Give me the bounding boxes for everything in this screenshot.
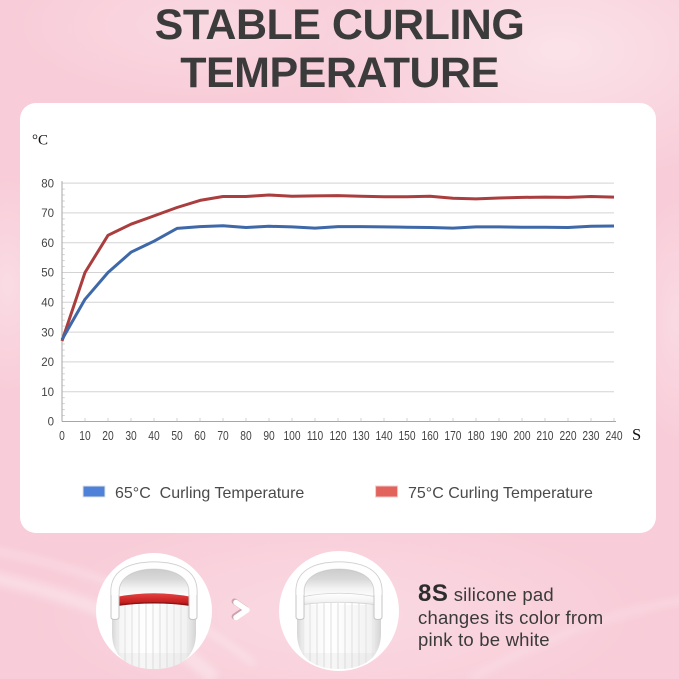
svg-text:150: 150 — [398, 430, 415, 443]
svg-text:130: 130 — [352, 430, 369, 443]
svg-text:220: 220 — [559, 430, 576, 443]
svg-text:170: 170 — [444, 430, 461, 443]
svg-text:160: 160 — [421, 430, 438, 443]
svg-text:200: 200 — [513, 430, 530, 443]
svg-text:80: 80 — [240, 430, 251, 443]
svg-text:80: 80 — [41, 178, 54, 190]
svg-text:20: 20 — [102, 430, 113, 443]
svg-text:240: 240 — [605, 430, 622, 443]
svg-text:30: 30 — [125, 430, 136, 443]
svg-text:120: 120 — [329, 430, 346, 443]
svg-text:10: 10 — [41, 387, 54, 399]
svg-text:50: 50 — [171, 430, 182, 443]
svg-text:70: 70 — [217, 430, 228, 443]
svg-text:0: 0 — [59, 430, 65, 443]
svg-text:210: 210 — [536, 430, 553, 443]
svg-text:0: 0 — [48, 417, 54, 429]
svg-text:°C: °C — [32, 133, 48, 149]
svg-text:30: 30 — [41, 327, 54, 339]
svg-text:S: S — [632, 425, 641, 444]
svg-text:40: 40 — [148, 430, 159, 443]
svg-text:40: 40 — [41, 298, 54, 310]
svg-text:10: 10 — [79, 430, 90, 443]
svg-text:75°C Curling Temperature: 75°C Curling Temperature — [408, 485, 593, 502]
svg-text:65°C Curling Temperature: 65°C Curling Temperature — [115, 485, 304, 502]
svg-text:60: 60 — [41, 238, 54, 250]
svg-text:20: 20 — [41, 357, 54, 369]
svg-text:190: 190 — [490, 430, 507, 443]
svg-text:50: 50 — [41, 268, 54, 280]
svg-text:70: 70 — [41, 208, 54, 220]
svg-text:140: 140 — [375, 430, 392, 443]
svg-text:60: 60 — [194, 430, 205, 443]
svg-text:100: 100 — [283, 430, 300, 443]
svg-text:110: 110 — [307, 430, 323, 443]
svg-text:90: 90 — [263, 430, 274, 443]
svg-text:230: 230 — [582, 430, 599, 443]
svg-text:180: 180 — [467, 430, 484, 443]
